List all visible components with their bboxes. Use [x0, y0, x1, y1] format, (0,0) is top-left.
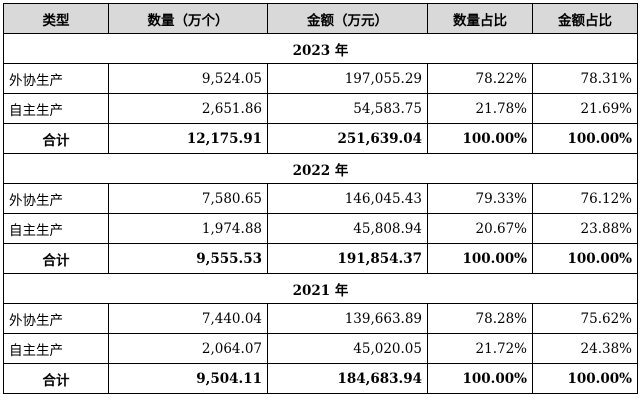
row-type: 自主生产: [3, 333, 109, 364]
row-amount-share: 21.69%: [532, 93, 638, 124]
year-label: 2023 年: [3, 33, 638, 64]
row-amount-share: 23.88%: [532, 213, 638, 244]
total-row: 合计 9,504.11 184,683.94 100.00% 100.00%: [3, 363, 638, 394]
total-label: 合计: [3, 123, 109, 154]
row-quantity-share: 20.67%: [427, 213, 533, 244]
row-quantity-share: 21.78%: [427, 93, 533, 124]
year-row-2023: 2023 年: [3, 33, 638, 64]
year-label: 2021 年: [3, 273, 638, 304]
row-amount-share: 75.62%: [532, 303, 638, 334]
row-quantity-share: 79.33%: [427, 183, 533, 214]
year-row-2021: 2021 年: [3, 273, 638, 304]
total-quantity-share: 100.00%: [427, 123, 533, 154]
row-type: 自主生产: [3, 213, 109, 244]
table-row: 外协生产 7,440.04 139,663.89 78.28% 75.62%: [3, 303, 638, 334]
total-amount: 251,639.04: [267, 123, 428, 154]
table-row: 自主生产 2,651.86 54,583.75 21.78% 21.69%: [3, 93, 638, 124]
row-amount: 54,583.75: [267, 93, 428, 124]
total-amount-share: 100.00%: [532, 243, 638, 274]
row-quantity: 7,580.65: [108, 183, 268, 214]
header-row: 类型 数量（万个） 金额（万元） 数量占比 金额占比: [3, 3, 638, 34]
header-quantity: 数量（万个）: [108, 3, 268, 34]
row-type: 外协生产: [3, 183, 109, 214]
total-quantity-share: 100.00%: [427, 243, 533, 274]
total-quantity-share: 100.00%: [427, 363, 533, 394]
total-label: 合计: [3, 243, 109, 274]
header-amount-share: 金额占比: [532, 3, 638, 34]
total-row: 合计 12,175.91 251,639.04 100.00% 100.00%: [3, 123, 638, 154]
row-amount: 139,663.89: [267, 303, 428, 334]
header-quantity-share: 数量占比: [427, 3, 533, 34]
row-amount: 45,020.05: [267, 333, 428, 364]
table-row: 外协生产 7,580.65 146,045.43 79.33% 76.12%: [3, 183, 638, 214]
total-row: 合计 9,555.53 191,854.37 100.00% 100.00%: [3, 243, 638, 274]
row-quantity-share: 21.72%: [427, 333, 533, 364]
row-quantity: 2,651.86: [108, 93, 268, 124]
header-type: 类型: [3, 3, 109, 34]
row-quantity: 9,524.05: [108, 63, 268, 94]
header-amount: 金额（万元）: [267, 3, 428, 34]
row-amount-share: 24.38%: [532, 333, 638, 364]
row-amount-share: 78.31%: [532, 63, 638, 94]
row-quantity: 1,974.88: [108, 213, 268, 244]
row-amount: 197,055.29: [267, 63, 428, 94]
total-label: 合计: [3, 363, 109, 394]
year-row-2022: 2022 年: [3, 153, 638, 184]
total-quantity: 9,504.11: [108, 363, 268, 394]
row-quantity-share: 78.22%: [427, 63, 533, 94]
row-amount: 45,808.94: [267, 213, 428, 244]
table-row: 自主生产 1,974.88 45,808.94 20.67% 23.88%: [3, 213, 638, 244]
total-amount-share: 100.00%: [532, 123, 638, 154]
table-row: 自主生产 2,064.07 45,020.05 21.72% 24.38%: [3, 333, 638, 364]
production-table: 类型 数量（万个） 金额（万元） 数量占比 金额占比 2023 年 外协生产 9…: [3, 3, 638, 394]
row-quantity-share: 78.28%: [427, 303, 533, 334]
year-label: 2022 年: [3, 153, 638, 184]
row-amount: 146,045.43: [267, 183, 428, 214]
table-row: 外协生产 9,524.05 197,055.29 78.22% 78.31%: [3, 63, 638, 94]
total-amount: 184,683.94: [267, 363, 428, 394]
row-type: 自主生产: [3, 93, 109, 124]
row-amount-share: 76.12%: [532, 183, 638, 214]
total-amount-share: 100.00%: [532, 363, 638, 394]
total-quantity: 9,555.53: [108, 243, 268, 274]
row-quantity: 7,440.04: [108, 303, 268, 334]
total-amount: 191,854.37: [267, 243, 428, 274]
row-type: 外协生产: [3, 63, 109, 94]
row-type: 外协生产: [3, 303, 109, 334]
total-quantity: 12,175.91: [108, 123, 268, 154]
row-quantity: 2,064.07: [108, 333, 268, 364]
